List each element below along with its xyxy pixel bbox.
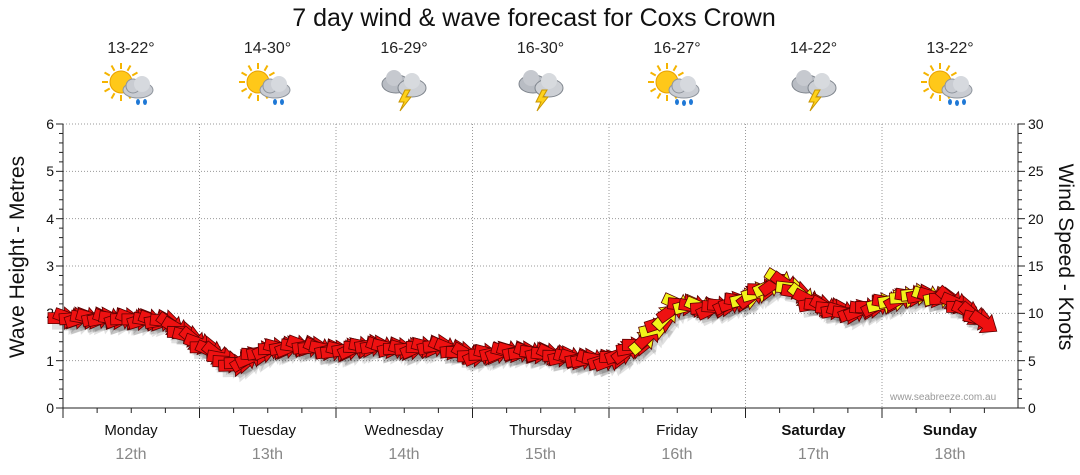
y-left-tick-label: 0 — [46, 400, 54, 416]
x-axis-day-label: Saturday 17th — [746, 421, 882, 465]
day-forecast-friday: 16-27° — [609, 40, 745, 112]
thunderstorm-icon — [791, 70, 836, 112]
day-name: Thursday — [509, 422, 572, 439]
day-name: Monday — [104, 422, 158, 439]
y-left-tick-label: 5 — [46, 163, 54, 180]
y-right-tick-label: 5 — [1028, 352, 1036, 369]
x-axis-day-label: Sunday 18th — [882, 421, 1018, 465]
day-forecast-wednesday: 16-29° — [336, 40, 472, 112]
day-name: Wednesday — [364, 422, 444, 439]
day-date: 13th — [251, 446, 284, 463]
thunderstorm-icon — [518, 70, 563, 112]
y-left-tick-label: 4 — [46, 210, 54, 227]
day-name: Tuesday — [239, 422, 296, 439]
day-name: Saturday — [781, 422, 846, 439]
day-name: Friday — [656, 422, 698, 439]
x-axis-day-label: Tuesday 13th — [200, 421, 336, 465]
day-date: 16th — [661, 446, 693, 463]
day-date: 17th — [797, 446, 830, 463]
sun-showers-icon — [648, 63, 700, 106]
y-right-tick-label: 30 — [1028, 116, 1044, 132]
temperature-range: 16-29° — [380, 40, 428, 57]
day-forecast-monday: 13-22° — [63, 40, 199, 112]
wind-series — [47, 267, 998, 378]
temperature-range: 13-22° — [107, 40, 155, 57]
y-right-tick-label: 20 — [1028, 210, 1044, 227]
thunderstorm-icon — [381, 70, 427, 112]
day-date: 15th — [524, 446, 557, 463]
y-right-tick-label: 10 — [1028, 305, 1044, 322]
day-date: 14th — [388, 446, 420, 463]
y-right-tick-label: 15 — [1028, 258, 1044, 274]
x-axis-day-label: Monday 12th — [63, 421, 199, 465]
watermark: www.seabreeze.com.au — [890, 392, 997, 403]
y-right-tick-label: 25 — [1028, 163, 1044, 180]
chart-title: 7 day wind & wave forecast for Coxs Crow… — [292, 4, 776, 32]
y-right-tick-label: 0 — [1028, 400, 1036, 416]
temperature-range: 14-30° — [243, 40, 292, 57]
day-forecast-saturday: 14-22° — [746, 40, 882, 112]
day-forecast-sunday: 13-22° — [882, 40, 1018, 112]
y-left-tick-label: 1 — [46, 352, 54, 369]
day-forecast-tuesday: 14-30° — [200, 40, 336, 112]
temperature-range: 13-22° — [926, 40, 974, 57]
partly-cloudy-showers-icon — [238, 63, 290, 105]
partly-cloudy-showers-icon — [102, 63, 154, 105]
temperature-range: 14-22° — [789, 40, 838, 57]
day-name: Sunday — [922, 422, 978, 439]
x-axis-day-label: Wednesday 14th — [336, 421, 472, 465]
y-left-tick-label: 3 — [46, 258, 54, 274]
temperature-range: 16-30° — [516, 40, 565, 57]
day-date: 18th — [934, 446, 966, 463]
temperature-range: 16-27° — [653, 40, 701, 57]
y-left-tick-label: 6 — [46, 116, 54, 132]
wind-arrow — [968, 309, 998, 334]
day-date: 12th — [115, 446, 147, 463]
day-forecast-thursday: 16-30° — [473, 40, 609, 112]
sun-showers-icon — [921, 63, 973, 106]
x-axis-day-label: Thursday 15th — [473, 421, 609, 465]
x-axis-day-label: Friday 16th — [609, 421, 745, 465]
